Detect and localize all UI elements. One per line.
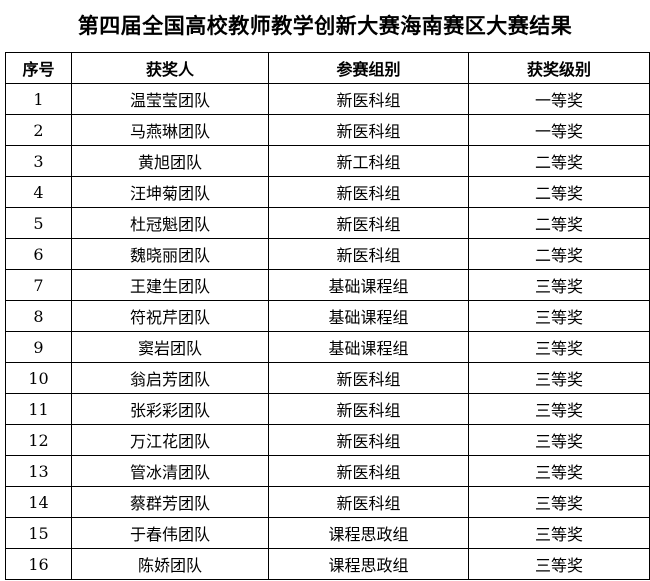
table-row: 10 翁启芳团队 新医科组 三等奖 <box>5 362 650 394</box>
table-row: 16 陈娇团队 课程思政组 三等奖 <box>5 548 650 580</box>
cell-group: 新医科组 <box>268 424 469 456</box>
cell-winner: 窦岩团队 <box>71 331 269 363</box>
cell-award: 一等奖 <box>468 83 650 115</box>
header-row: 序号 获奖人 参赛组别 获奖级别 <box>5 52 650 84</box>
cell-award: 二等奖 <box>468 207 650 239</box>
table-row: 13 管冰清团队 新医科组 三等奖 <box>5 455 650 487</box>
table-row: 11 张彩彩团队 新医科组 三等奖 <box>5 393 650 425</box>
cell-group: 新医科组 <box>268 207 469 239</box>
table-row: 6 魏晓丽团队 新医科组 二等奖 <box>5 238 650 270</box>
table-row: 2 马燕琳团队 新医科组 一等奖 <box>5 114 650 146</box>
cell-no: 12 <box>5 424 72 456</box>
cell-award: 三等奖 <box>468 393 650 425</box>
cell-winner: 杜冠魁团队 <box>71 207 269 239</box>
table-row: 12 万江花团队 新医科组 三等奖 <box>5 424 650 456</box>
table-row: 1 温莹莹团队 新医科组 一等奖 <box>5 83 650 115</box>
cell-award: 三等奖 <box>468 300 650 332</box>
cell-award: 三等奖 <box>468 517 650 549</box>
cell-award: 三等奖 <box>468 455 650 487</box>
cell-group: 新工科组 <box>268 145 469 177</box>
cell-winner: 于春伟团队 <box>71 517 269 549</box>
column-header-award: 获奖级别 <box>468 52 650 84</box>
cell-no: 13 <box>5 455 72 487</box>
cell-award: 三等奖 <box>468 486 650 518</box>
cell-winner: 陈娇团队 <box>71 548 269 580</box>
cell-no: 6 <box>5 238 72 270</box>
cell-winner: 符祝芹团队 <box>71 300 269 332</box>
cell-no: 4 <box>5 176 72 208</box>
cell-no: 16 <box>5 548 72 580</box>
cell-winner: 蔡群芳团队 <box>71 486 269 518</box>
cell-winner: 温莹莹团队 <box>71 83 269 115</box>
table-row: 3 黄旭团队 新工科组 二等奖 <box>5 145 650 177</box>
cell-no: 8 <box>5 300 72 332</box>
cell-no: 10 <box>5 362 72 394</box>
cell-no: 2 <box>5 114 72 146</box>
cell-group: 基础课程组 <box>268 269 469 301</box>
cell-winner: 魏晓丽团队 <box>71 238 269 270</box>
cell-group: 新医科组 <box>268 114 469 146</box>
cell-winner: 翁启芳团队 <box>71 362 269 394</box>
cell-award: 二等奖 <box>468 145 650 177</box>
cell-award: 一等奖 <box>468 114 650 146</box>
results-table: 序号 获奖人 参赛组别 获奖级别 1 温莹莹团队 新医科组 一等奖 2 马燕琳团队 新医科组… <box>5 52 650 580</box>
cell-group: 新医科组 <box>268 393 469 425</box>
cell-winner: 管冰清团队 <box>71 455 269 487</box>
cell-group: 课程思政组 <box>268 548 469 580</box>
cell-group: 新医科组 <box>268 362 469 394</box>
cell-group: 新医科组 <box>268 486 469 518</box>
table-body: 1 温莹莹团队 新医科组 一等奖 2 马燕琳团队 新医科组 一等奖 3 黄旭团队 新工科组 二等奖 4 汪… <box>5 83 650 580</box>
table-row: 8 符祝芹团队 基础课程组 三等奖 <box>5 300 650 332</box>
column-header-no: 序号 <box>5 52 72 84</box>
cell-winner: 王建生团队 <box>71 269 269 301</box>
cell-no: 11 <box>5 393 72 425</box>
cell-winner: 马燕琳团队 <box>71 114 269 146</box>
table-row: 4 汪坤菊团队 新医科组 二等奖 <box>5 176 650 208</box>
cell-award: 三等奖 <box>468 331 650 363</box>
cell-no: 15 <box>5 517 72 549</box>
cell-group: 基础课程组 <box>268 331 469 363</box>
column-header-winner: 获奖人 <box>71 52 269 84</box>
cell-award: 二等奖 <box>468 238 650 270</box>
page-title: 第四届全国高校教师教学创新大赛海南赛区大赛结果 <box>77 14 573 38</box>
cell-winner: 万江花团队 <box>71 424 269 456</box>
cell-no: 1 <box>5 83 72 115</box>
cell-award: 三等奖 <box>468 269 650 301</box>
cell-winner: 张彩彩团队 <box>71 393 269 425</box>
cell-no: 9 <box>5 331 72 363</box>
table-row: 7 王建生团队 基础课程组 三等奖 <box>5 269 650 301</box>
cell-group: 课程思政组 <box>268 517 469 549</box>
cell-no: 3 <box>5 145 72 177</box>
cell-winner: 汪坤菊团队 <box>71 176 269 208</box>
cell-group: 新医科组 <box>268 238 469 270</box>
table-row: 14 蔡群芳团队 新医科组 三等奖 <box>5 486 650 518</box>
table-row: 15 于春伟团队 课程思政组 三等奖 <box>5 517 650 549</box>
cell-no: 7 <box>5 269 72 301</box>
cell-no: 14 <box>5 486 72 518</box>
cell-group: 新医科组 <box>268 176 469 208</box>
cell-no: 5 <box>5 207 72 239</box>
cell-award: 三等奖 <box>468 548 650 580</box>
column-header-group: 参赛组别 <box>268 52 469 84</box>
cell-award: 二等奖 <box>468 176 650 208</box>
cell-award: 三等奖 <box>468 424 650 456</box>
table-row: 5 杜冠魁团队 新医科组 二等奖 <box>5 207 650 239</box>
cell-group: 新医科组 <box>268 83 469 115</box>
table-row: 9 窦岩团队 基础课程组 三等奖 <box>5 331 650 363</box>
cell-award: 三等奖 <box>468 362 650 394</box>
cell-winner: 黄旭团队 <box>71 145 269 177</box>
cell-group: 新医科组 <box>268 455 469 487</box>
cell-group: 基础课程组 <box>268 300 469 332</box>
